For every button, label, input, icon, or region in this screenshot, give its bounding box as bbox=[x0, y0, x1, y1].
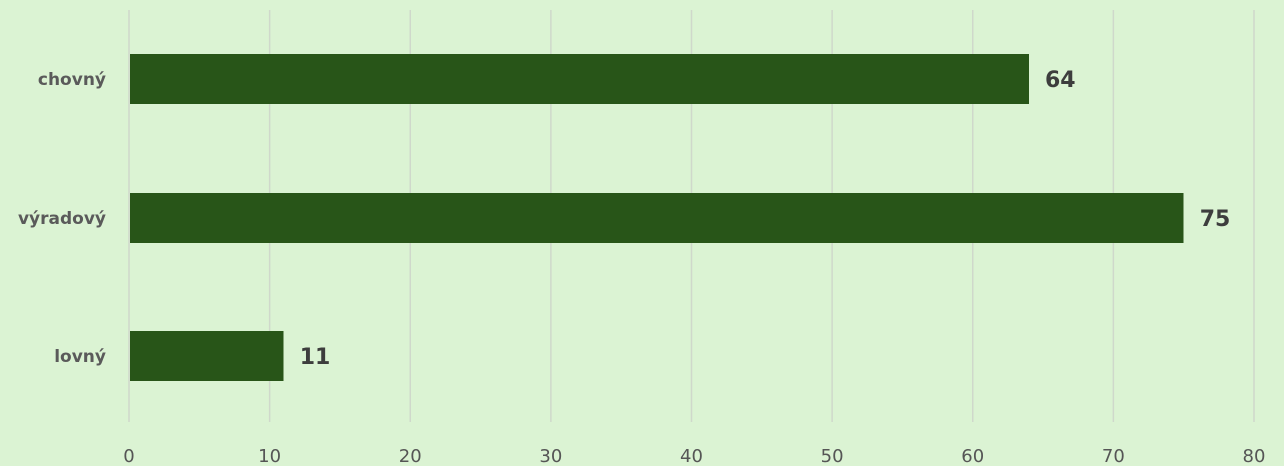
bar bbox=[130, 54, 1029, 104]
bar bbox=[130, 193, 1184, 243]
value-label: 75 bbox=[1200, 207, 1231, 232]
x-tick-label: 50 bbox=[821, 446, 844, 466]
x-tick-label: 80 bbox=[1243, 446, 1266, 466]
bar bbox=[130, 331, 284, 381]
category-label: lovný bbox=[54, 347, 106, 367]
x-tick-label: 30 bbox=[539, 446, 562, 466]
bars bbox=[130, 54, 1184, 381]
x-tick-label: 70 bbox=[1102, 446, 1125, 466]
x-tick-label: 40 bbox=[680, 446, 703, 466]
category-label: výradový bbox=[18, 209, 106, 229]
category-label: chovný bbox=[38, 70, 106, 90]
x-tick-label: 60 bbox=[961, 446, 984, 466]
value-label: 11 bbox=[300, 345, 331, 370]
value-label: 64 bbox=[1045, 68, 1076, 93]
x-tick-label: 0 bbox=[123, 446, 134, 466]
labels: 0 10 20 30 40 50 60 70 80 chovný 64 výradový 75 lovný… bbox=[18, 68, 1265, 466]
x-tick-label: 10 bbox=[258, 446, 281, 466]
x-tick-label: 20 bbox=[399, 446, 422, 466]
